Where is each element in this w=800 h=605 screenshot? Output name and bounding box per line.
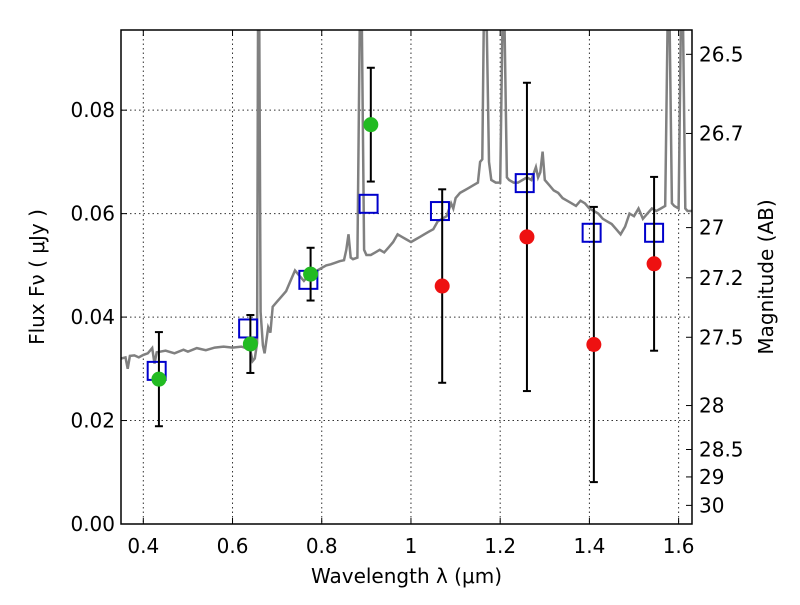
detection-point [363, 117, 379, 133]
limit-point [434, 278, 450, 294]
model-point [358, 193, 379, 214]
x-tick-label: 1 [405, 534, 418, 558]
right-tick-label: 28.5 [699, 438, 744, 462]
model-point [238, 318, 259, 339]
right-tick-label: 29 [699, 465, 724, 489]
y-axis-title: Flux Fν ( μJy ) [25, 209, 49, 345]
limit-point [586, 337, 602, 353]
limit-point [519, 229, 535, 245]
model-point [514, 173, 535, 194]
model-point [581, 222, 602, 243]
detection-point [242, 336, 258, 352]
right-tick-label: 26.5 [699, 42, 744, 66]
model-point [429, 201, 450, 222]
right-tick-label: 30 [699, 493, 724, 517]
x-tick-label: 0.4 [127, 534, 159, 558]
y-tick-label: 0.02 [70, 409, 115, 433]
right-tick-label: 27 [699, 216, 724, 240]
y-tick-label: 0.06 [70, 202, 115, 226]
y-tick-label: 0.04 [70, 305, 115, 329]
right-tick-label: 27.2 [699, 266, 744, 290]
detection-point [151, 371, 167, 387]
x-tick-label: 1.4 [573, 534, 605, 558]
x-axis-title: Wavelength λ (μm) [311, 564, 502, 588]
x-tick-label: 0.8 [306, 534, 338, 558]
x-tick-label: 0.6 [217, 534, 249, 558]
model-spectrum-line [121, 30, 692, 370]
x-tick-label: 1.6 [663, 534, 695, 558]
y-tick-label: 0.00 [70, 512, 115, 536]
grid-lines [121, 30, 692, 524]
right-tick-label: 27.5 [699, 325, 744, 349]
plot-frame [120, 29, 693, 525]
limit-point [646, 256, 662, 272]
detection-point [303, 266, 319, 282]
right-tick-label: 26.7 [699, 121, 744, 145]
plot-area [121, 30, 692, 484]
y-tick-label: 0.08 [70, 98, 115, 122]
axis-ticks: 0.4 0.6 0.8 1 1.2 1.4 1.6 0.00 0.02 0.04 0.06 0.08 2… [70, 30, 744, 558]
x-tick-label: 1.2 [484, 534, 516, 558]
right-tick-label: 28 [699, 394, 724, 418]
right-axis-title: Magnitude (AB) [754, 199, 778, 354]
